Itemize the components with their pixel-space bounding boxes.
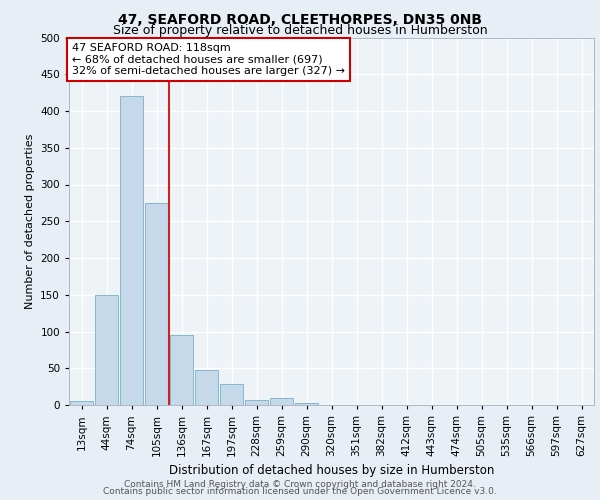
Text: 47 SEAFORD ROAD: 118sqm
← 68% of detached houses are smaller (697)
32% of semi-d: 47 SEAFORD ROAD: 118sqm ← 68% of detache… <box>71 43 344 76</box>
Bar <box>170 335 193 405</box>
Bar <box>120 96 143 405</box>
Bar <box>220 384 243 405</box>
Text: Contains HM Land Registry data © Crown copyright and database right 2024.: Contains HM Land Registry data © Crown c… <box>124 480 476 489</box>
Bar <box>145 203 168 405</box>
Text: Contains public sector information licensed under the Open Government Licence v3: Contains public sector information licen… <box>103 487 497 496</box>
Bar <box>295 403 318 405</box>
Text: Size of property relative to detached houses in Humberston: Size of property relative to detached ho… <box>113 24 487 37</box>
Bar <box>70 402 93 405</box>
Bar <box>95 294 118 405</box>
X-axis label: Distribution of detached houses by size in Humberston: Distribution of detached houses by size … <box>169 464 494 477</box>
Y-axis label: Number of detached properties: Number of detached properties <box>25 134 35 309</box>
Text: 47, SEAFORD ROAD, CLEETHORPES, DN35 0NB: 47, SEAFORD ROAD, CLEETHORPES, DN35 0NB <box>118 12 482 26</box>
Bar <box>195 370 218 405</box>
Bar <box>245 400 268 405</box>
Bar <box>270 398 293 405</box>
